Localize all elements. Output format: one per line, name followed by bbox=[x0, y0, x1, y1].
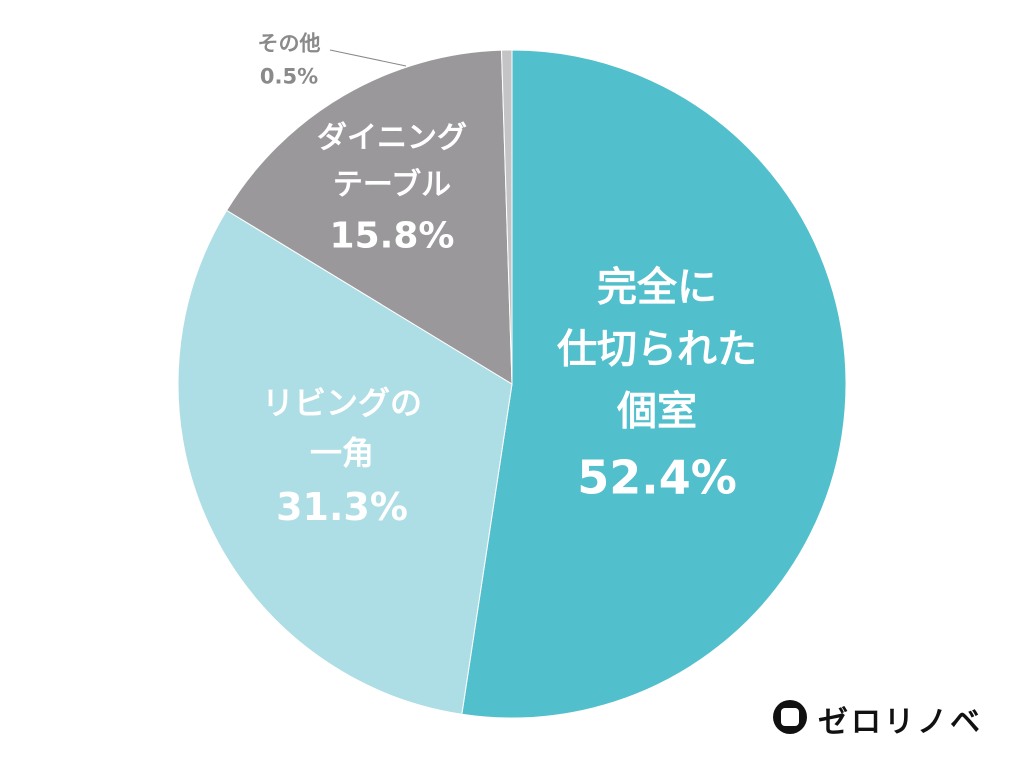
brand-icon-inner bbox=[781, 708, 799, 726]
leader-line bbox=[329, 49, 407, 67]
category-label: ダイニング テーブル bbox=[317, 120, 467, 203]
category-label: その他 bbox=[257, 31, 321, 56]
category-label: リビングの 一角 bbox=[261, 383, 423, 472]
pie-slice bbox=[225, 49, 513, 385]
value-label: 0.5% bbox=[259, 64, 319, 88]
pie-slice bbox=[500, 49, 513, 385]
value-label: 15.8% bbox=[329, 215, 455, 257]
slice-label: ダイニング テーブル 15.8% bbox=[317, 116, 467, 265]
brand: ゼロリノベ bbox=[818, 705, 983, 740]
value-label: 31.3% bbox=[276, 485, 408, 530]
pie-slice bbox=[177, 209, 513, 715]
slice-label: その他 0.5% bbox=[258, 27, 321, 92]
value-label: 52.4% bbox=[577, 450, 737, 505]
slice-label: リビングの 一角 31.3% bbox=[262, 379, 422, 537]
category-label: 完全に 仕切られた 個室 bbox=[557, 264, 757, 435]
pie-slice bbox=[461, 49, 847, 719]
slice-label: 完全に 仕切られた 個室 52.4% bbox=[557, 256, 757, 513]
